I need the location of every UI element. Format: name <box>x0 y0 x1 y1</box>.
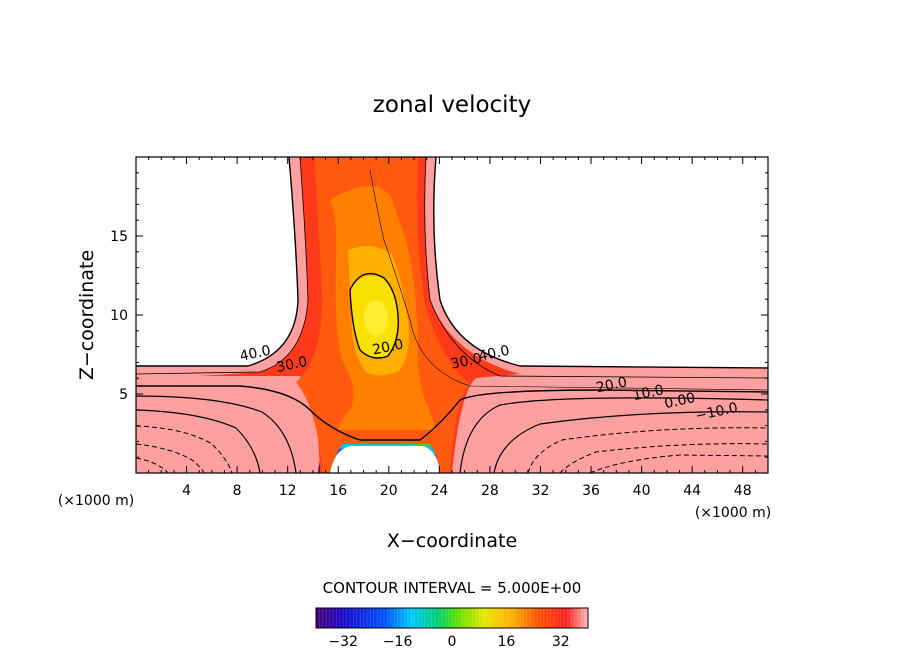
gap-right-top <box>433 157 768 368</box>
y-tick-label: 10 <box>110 308 128 324</box>
x-tick-label: 16 <box>329 483 347 499</box>
contour-25-thin <box>369 169 768 391</box>
x-tick-label: 48 <box>734 483 752 499</box>
x-tick-label: 20 <box>380 483 398 499</box>
contour-neg10 <box>136 425 233 473</box>
contour-30-right <box>424 157 768 379</box>
x-tick-label: 8 <box>233 483 242 499</box>
x-tick-label: 28 <box>481 483 499 499</box>
contour-label: 20.0 <box>371 336 405 358</box>
x-tick-label: 4 <box>182 483 191 499</box>
contour-10-right <box>459 397 768 473</box>
colorbar-tick-label: 16 <box>497 634 515 650</box>
y-tick-label: 5 <box>119 387 128 403</box>
x-tick-label: 32 <box>532 483 550 499</box>
contour-label: 40.0 <box>477 343 511 365</box>
x-tick-label: 24 <box>430 483 448 499</box>
colorbar-fill <box>316 608 588 628</box>
contour-20-bottom <box>136 385 768 441</box>
colorbar-tick-label: −32 <box>328 634 358 650</box>
contour-neg20-right <box>559 443 768 473</box>
y-axis-label: Z−coordinate <box>76 250 98 380</box>
x-tick-label: 36 <box>582 483 600 499</box>
x-tick-label: 12 <box>279 483 297 499</box>
contour-neg30 <box>136 457 169 473</box>
contour-20-loop <box>349 272 399 359</box>
jet-core-center <box>364 300 388 336</box>
contour-30 <box>136 157 309 375</box>
contour-label: 30.0 <box>275 354 309 376</box>
contour-label: 10.0 <box>631 382 665 404</box>
colorbar-stripes <box>319 608 585 628</box>
contour-label: 30.0 <box>449 351 483 373</box>
x-unit-right: (×1000 m) <box>695 505 771 521</box>
contour-neg20 <box>136 443 205 473</box>
contour-40-right <box>433 157 768 369</box>
jet-outer <box>136 157 768 473</box>
colorbar-tick-label: 32 <box>552 634 570 650</box>
colorbar-frame <box>315 607 589 629</box>
colorbar-tick-label: −16 <box>383 634 413 650</box>
contour-0 <box>136 409 261 473</box>
contour-interval-label: CONTOUR INTERVAL = 5.000E+00 <box>323 579 582 597</box>
x-unit-left: (×1000 m) <box>58 493 134 509</box>
gap-bottom-center <box>330 446 440 473</box>
contour-labels: 40.0 30.020.030.040.020.0 10.00.00−10.0 <box>238 336 739 424</box>
contour-label: 20.0 <box>595 374 629 396</box>
x-tick-label: 40 <box>633 483 651 499</box>
contour-field <box>136 157 768 473</box>
contour-10 <box>136 395 297 473</box>
colorbar-ticks: −32 −16 0 16 32 <box>328 634 569 650</box>
chart-title: zonal velocity <box>373 92 531 118</box>
x-axis-label: X−coordinate <box>387 530 517 552</box>
x-tick-label: 44 <box>683 483 701 499</box>
contour-40 <box>136 157 299 367</box>
y-tick-label: 15 <box>110 229 128 245</box>
colorbar-tick-label: 0 <box>448 634 457 650</box>
gap-left-top <box>136 157 298 366</box>
contour-0-right <box>493 411 768 473</box>
contour-label: 40.0 <box>238 343 272 365</box>
contour-label: 0.00 <box>663 390 697 412</box>
colorbar: −32 −16 0 16 32 <box>315 607 589 650</box>
contour-neg10-right <box>527 427 768 473</box>
contour-neg30-right <box>589 454 768 473</box>
